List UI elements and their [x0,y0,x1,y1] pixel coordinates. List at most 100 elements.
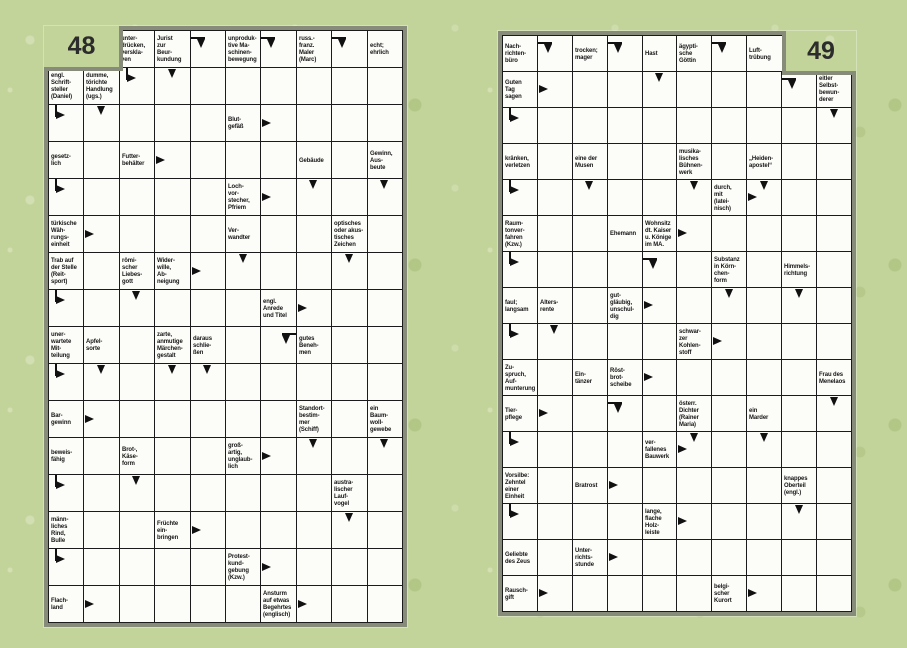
clue-cell: austra- lischer Lauf- vogel [331,474,368,512]
answer-cell [118,400,156,438]
right-arrow-icon [538,85,548,93]
clue-text: Futter- behälter [121,153,145,167]
answer-cell [606,71,643,108]
clue-cell: uner- wartete Mit- teilung [47,326,85,364]
answer-cell [536,179,573,216]
answer-cell [189,437,226,475]
answer-cell [118,511,156,549]
answer-cell [641,575,678,612]
answer-cell [366,437,404,475]
answer-cell [536,71,573,108]
clue-text: durch, mit (latei- nisch) [714,183,732,212]
clue-text: Hast [644,50,658,57]
answer-cell [154,474,191,512]
clue-cell: Zu- spruch, Auf- munterung [502,359,538,396]
answer-cell [641,107,678,144]
answer-cell [746,431,783,468]
clue-cell: dumme, törichte Handlung (ugs.) [83,67,120,105]
clue-cell: Hast [641,35,678,72]
right-arrow-icon [85,229,95,238]
clue-text: Standort- bestim- mer (Schiff) [298,405,325,433]
clue-cell: ver- fallenes Bauwerk [641,431,678,468]
turn-down-arrow-icon [261,37,276,48]
answer-cell [189,67,226,105]
answer-cell [224,585,262,623]
answer-cell [118,474,156,512]
clue-text: Ansturm auf etwas Begehrtes (englisch) [263,590,292,618]
answer-cell [366,67,404,105]
answer-cell [118,104,156,142]
clue-cell: Frau des Menelaos [816,359,852,396]
clue-text: Bar- gewinn [51,412,71,426]
answer-cell [781,539,818,576]
answer-cell [154,215,191,253]
answer-cell [154,289,191,327]
right-arrow-icon [713,337,723,345]
answer-cell [641,179,678,216]
clue-cell: musika- lisches Bühnen- werk [676,143,713,180]
answer-cell [154,67,191,105]
answer-cell [331,178,368,216]
answer-cell [295,215,333,253]
right-arrow-icon [678,517,688,525]
turn-down-left-arrow-icon [281,333,296,344]
clue-text: ver- fallenes Bauwerk [644,439,669,460]
turn-right-arrow-icon [125,68,136,82]
answer-cell [366,289,404,327]
answer-cell [571,323,608,360]
clue-text: „Heiden- apostel“ [749,154,774,169]
down-arrow-icon [794,505,803,514]
answer-cell [260,67,297,105]
clue-text: Geliebte des Zeus [505,550,531,565]
clue-cell: optisches oder akus- tisches Zeichen [331,215,368,253]
clue-text: optisches oder akus- tisches Zeichen [334,220,364,248]
turn-right-arrow-icon [509,180,519,194]
answer-cell [295,67,333,105]
answer-cell [536,575,573,612]
answer-cell [189,252,226,290]
clue-cell: Geliebte des Zeus [502,539,538,576]
answer-cell [816,395,852,432]
answer-cell [154,548,191,586]
answer-cell [189,289,226,327]
answer-cell [746,215,783,252]
right-arrow-icon [297,303,307,312]
answer-cell [676,179,713,216]
right-arrow-icon [643,373,653,381]
answer-cell [366,252,404,290]
answer-cell [83,548,120,586]
answer-cell [331,67,368,105]
right-arrow-icon [156,155,166,164]
clue-cell: Apfel- sorte [83,326,120,364]
right-arrow-icon [297,599,307,608]
right-arrow-icon [262,451,272,460]
answer-cell [47,289,85,327]
clue-cell: „Heiden- apostel“ [746,143,783,180]
answer-cell [571,575,608,612]
answer-cell [816,431,852,468]
clue-text: männ- liches Rind, Bulle [51,516,69,544]
answer-cell [331,141,368,179]
right-arrow-icon [608,553,618,561]
down-arrow-icon [238,254,247,263]
clue-cell: beweis- fähig [47,437,85,475]
answer-cell [118,67,156,105]
answer-cell [189,363,226,401]
clue-cell: Röst- brot- scheibe [606,359,643,396]
answer-cell [154,363,191,401]
clue-text: römi- scher Liebes- gott [121,257,142,285]
answer-cell [606,143,643,180]
answer-cell [746,107,783,144]
answer-cell [536,107,573,144]
clue-text: engl. Schrift- steller (Daniel) [51,71,73,100]
clue-text: gutes Beneh- men [298,334,319,356]
answer-cell [502,323,538,360]
answer-cell [295,585,333,623]
down-arrow-icon [689,433,698,442]
answer-cell [781,215,818,252]
answer-cell [83,511,120,549]
clue-text: Unter- richts- stunde [574,547,594,568]
answer-cell [781,107,818,144]
answer-cell [331,548,368,586]
clue-text: Alters- rente [539,298,559,313]
